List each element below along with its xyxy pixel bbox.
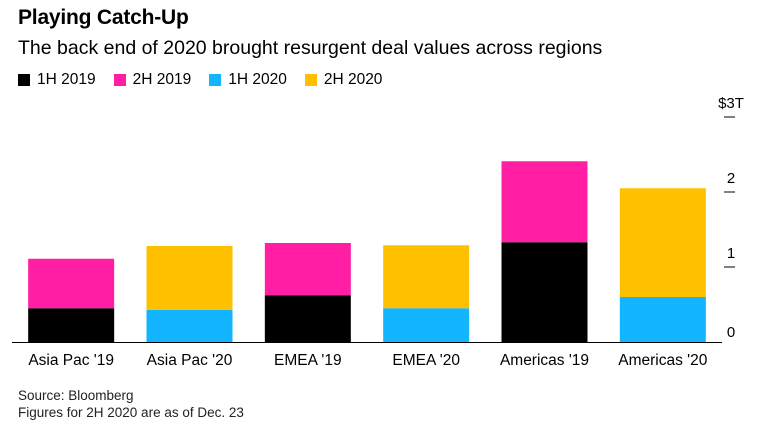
legend-swatch-1h-2020: [209, 74, 222, 86]
bar-americas-19-2h-2019: [501, 161, 588, 243]
bar-asia-pac-20-2h-2020: [146, 246, 233, 310]
y-tick-label-1: 1: [727, 245, 735, 262]
x-tick-label-emea-20: EMEA '20: [392, 352, 460, 369]
x-tick-label-americas-19: Americas '19: [500, 352, 589, 369]
source-note: Source: Bloomberg: [18, 388, 134, 403]
figures-note: Figures for 2H 2020 are as of Dec. 23: [18, 405, 244, 420]
legend-item-2h-2019: 2H 2019: [113, 71, 192, 89]
chart-title: Playing Catch-Up: [18, 6, 189, 29]
legend-item-1h-2020: 1H 2020: [209, 71, 287, 89]
y-tick-label-3: $3T: [718, 95, 744, 112]
legend-label-1h-2020: 1H 2020: [228, 71, 287, 88]
bar-emea-20-2h-2020: [383, 245, 470, 309]
bar-emea-19-2h-2019: [264, 243, 351, 296]
bar-americas-19-1h-2019: [501, 242, 588, 342]
bar-asia-pac-20-1h-2020: [146, 309, 233, 342]
legend-label-1h-2019: 1H 2019: [37, 71, 96, 88]
legend-label-2h-2019: 2H 2019: [132, 71, 192, 88]
y-tick-label-2: 2: [727, 170, 735, 187]
legend-item-1h-2019: 1H 2019: [18, 71, 96, 89]
legend-label-2h-2020: 2H 2020: [323, 71, 383, 88]
x-tick-label-asia-pac-19: Asia Pac '19: [28, 352, 114, 369]
x-tick-label-americas-20: Americas '20: [618, 352, 707, 369]
x-tick-label-asia-pac-20: Asia Pac '20: [147, 352, 233, 369]
y-tick-label-0: 0: [727, 324, 735, 341]
legend-swatch-2h-2019: [113, 74, 126, 86]
x-tick-label-emea-19: EMEA '19: [274, 352, 342, 369]
bar-emea-19-1h-2019: [264, 295, 351, 342]
bar-asia-pac-19-2h-2019: [28, 258, 115, 309]
bar-emea-20-1h-2020: [383, 308, 470, 342]
chart-subtitle: The back end of 2020 brought resurgent d…: [18, 37, 603, 59]
legend-swatch-1h-2019: [18, 74, 30, 86]
legend: 1H 2019 2H 2019 1H 2020 2H 2020: [18, 71, 400, 89]
bar-americas-20-1h-2020: [619, 297, 706, 342]
legend-swatch-2h-2020: [304, 74, 317, 86]
bar-americas-20-2h-2020: [619, 188, 706, 297]
bar-asia-pac-19-1h-2019: [28, 308, 115, 342]
legend-item-2h-2020: 2H 2020: [304, 71, 383, 89]
